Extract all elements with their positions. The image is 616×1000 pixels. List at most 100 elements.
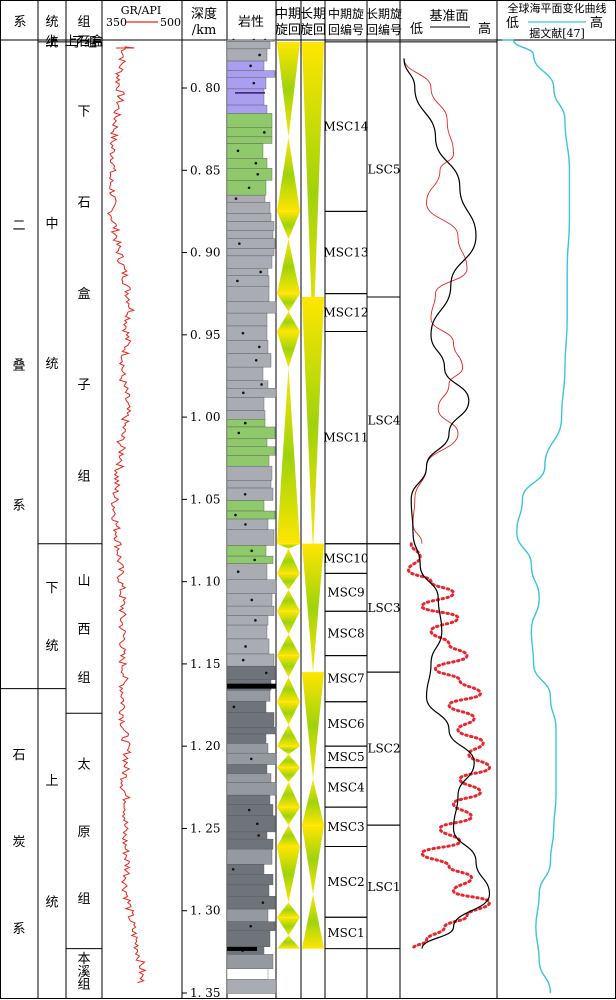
depth-tick-label: 1. 20	[190, 739, 221, 753]
depth-tick-label: 1. 15	[190, 657, 221, 671]
sea-level-curve	[502, 39, 571, 994]
lithology-layer	[226, 180, 267, 196]
mid-cycle-fall-triangle	[277, 367, 300, 544]
formation-label: 上石盒	[64, 34, 103, 50]
series-label: 下	[45, 581, 58, 596]
lithology-grain	[236, 570, 240, 574]
mid-cycle-rise-triangle	[277, 846, 300, 903]
formation-label: 石	[77, 196, 90, 211]
header-depth-unit: /km	[192, 23, 217, 38]
lithology-layer	[226, 388, 277, 398]
lithology-layer	[226, 301, 277, 314]
mid-cycle-code: MSC13	[324, 246, 369, 260]
lithology-grain	[241, 658, 245, 662]
lithology-layer	[226, 221, 275, 231]
lithology-grain	[242, 391, 245, 395]
mid-cycle-fall-triangle	[277, 548, 300, 574]
lithology-layer	[226, 340, 269, 354]
header-mid-cycle-1: 中期	[275, 7, 301, 22]
header-mid-code-2: 回编号	[328, 22, 364, 37]
lithology-layer	[226, 455, 270, 467]
series-label: 上	[45, 774, 58, 789]
series-label: 上	[45, 35, 58, 50]
mid-cycle-rise-triangle	[277, 655, 300, 678]
depth-tick-label: 0. 80	[190, 81, 221, 95]
cycle-code-columns: MSC14 MSC13 MSC12 MSC11 MSC10 MSC9 MSC8 MSC7 MSC…	[324, 41, 497, 950]
lithology-layer	[226, 88, 265, 106]
lithology-grain	[249, 757, 253, 761]
series-label: 统	[45, 639, 58, 654]
lithology-layer	[226, 743, 269, 754]
lithology-layer	[226, 213, 272, 222]
system-label: 石	[12, 748, 25, 763]
system-label: 系	[12, 922, 25, 937]
long-cycle-code: LSC3	[367, 601, 400, 615]
lithology-grain	[260, 383, 263, 386]
lithology-grain	[244, 523, 247, 526]
lithology-layer	[226, 782, 277, 796]
lithology-layer	[226, 615, 269, 626]
lithology-grain	[250, 598, 254, 602]
lithology-layer	[226, 930, 271, 947]
lithology-layer	[226, 908, 269, 922]
lithology-layer	[226, 438, 268, 447]
lithology-layer	[226, 764, 268, 774]
formation-label: 组	[77, 469, 90, 484]
lithology-layer	[226, 465, 273, 481]
lithology-layer	[226, 77, 267, 90]
lithology-grain	[254, 619, 257, 622]
mid-cycle-fall-triangle	[277, 902, 300, 918]
long-cycle-rise-triangle	[302, 543, 324, 673]
sea-level-title: 全球海平面变化曲线	[508, 1, 607, 15]
mid-cycle-rise-triangle	[277, 611, 300, 635]
lithology-layer	[226, 104, 268, 114]
lithology-grain	[258, 53, 261, 57]
lithology-layer	[226, 426, 276, 440]
header-series: 统	[45, 15, 58, 30]
lithology-grain	[236, 149, 240, 153]
mid-cycle-code: MSC12	[324, 306, 369, 320]
lithology-layer	[226, 831, 268, 840]
lithology-layer	[226, 397, 265, 411]
lithology-grain	[254, 358, 258, 362]
gr-min: 350	[106, 16, 127, 29]
header-lithology: 岩性	[238, 15, 264, 30]
base-level-high: 高	[478, 21, 491, 37]
sea-level-low: 低	[506, 16, 519, 31]
mid-cycle-code: MSC14	[324, 120, 369, 134]
lithology-layer	[226, 168, 273, 181]
formation-label: 溪	[77, 965, 90, 980]
lithology-layer	[226, 312, 268, 327]
gr-title: GR/API	[121, 4, 161, 17]
formation-label: 盒	[77, 286, 90, 302]
formation-label: 子组	[71, 35, 97, 50]
short-cycle-curve	[406, 542, 492, 951]
gr-log-track	[106, 46, 147, 984]
depth-axis: 0. 80 0. 85 0. 90 0. 95 1. 00 1. 05 1. 10 1. 15…	[182, 81, 221, 1000]
depth-tick-label: 1. 25	[190, 821, 221, 835]
long-cycle-code: LSC2	[367, 742, 400, 756]
lithology-layer	[226, 593, 273, 607]
column-separators	[37, 0, 498, 999]
lithology-layer	[226, 690, 271, 702]
mid-cycle-code: MSC6	[327, 717, 364, 731]
lithology-grain	[247, 186, 251, 190]
long-cycle-fall-triangle	[302, 779, 324, 826]
lithology-grain	[255, 822, 259, 826]
lithology-grain	[247, 808, 251, 812]
lithology-layer	[226, 353, 272, 368]
lithology-layer	[226, 41, 271, 50]
lithology-layer	[226, 794, 271, 805]
series-label: 统	[45, 357, 58, 372]
long-cycle-code: LSC4	[367, 413, 400, 427]
base-level-low: 低	[410, 22, 423, 37]
formation-label: 组	[77, 671, 90, 686]
mid-cycle-rise-triangle	[277, 293, 300, 312]
mid-cycle-fall-triangle	[277, 782, 300, 808]
lithology-layer	[226, 815, 276, 833]
lithology-layer	[226, 230, 274, 239]
lithology-layer	[226, 979, 277, 994]
mid-cycle-code: MSC3	[327, 820, 364, 834]
lithology-layer	[226, 638, 270, 655]
mid-cycle-fall-triangle	[277, 137, 300, 212]
